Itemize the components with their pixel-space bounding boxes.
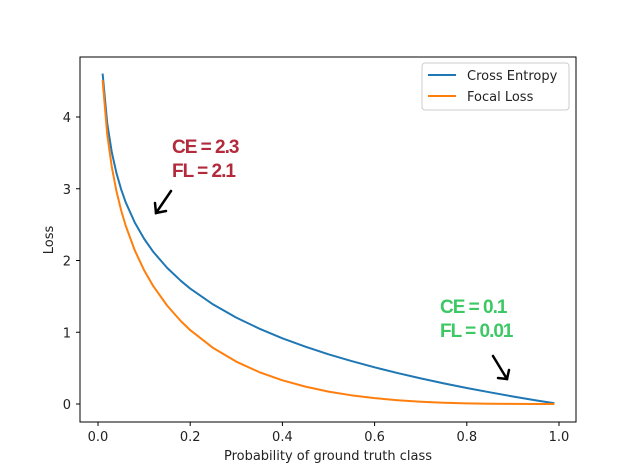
y-tick-label: 3	[63, 183, 71, 198]
legend-label-focal-loss: Focal Loss	[467, 90, 534, 105]
axes-frame	[79, 56, 577, 423]
y-axis-label: Loss	[42, 226, 57, 255]
x-tick-label: 1.0	[549, 430, 570, 445]
x-tick-label: 0.2	[180, 430, 201, 445]
legend-box	[421, 62, 570, 111]
x-axis-ticks: 0.0 0.2 0.4 0.6 0.8 1.0	[88, 422, 570, 445]
annotation-ce-value: CE = 2.3	[172, 137, 239, 158]
x-axis-label: Probability of ground truth class	[224, 449, 432, 464]
series-line-cross-entropy	[101, 73, 555, 405]
legend-label-cross-entropy: Cross Entropy	[467, 69, 558, 84]
y-tick-label: 0	[63, 398, 71, 413]
y-axis-ticks: 0 1 2 3 4	[63, 111, 80, 413]
x-tick-label: 0.4	[272, 430, 293, 445]
annotation-high-loss: CE = 2.3 FL = 2.1	[153, 137, 240, 215]
annotation-low-loss: CE = 0.1 FL = 0.01	[440, 297, 515, 381]
legend: Cross Entropy Focal Loss	[421, 62, 570, 111]
x-tick-label: 0.0	[88, 430, 109, 445]
annotation-fl-value: FL = 2.1	[172, 161, 236, 182]
annotation-ce-value: CE = 0.1	[440, 297, 508, 318]
y-tick-label: 4	[63, 111, 71, 126]
x-tick-label: 0.8	[456, 430, 477, 445]
y-tick-label: 2	[63, 255, 71, 270]
arrow-down-right-icon	[491, 354, 511, 381]
y-tick-label: 1	[63, 326, 71, 341]
plot-lines	[101, 73, 555, 405]
arrow-down-left-icon	[153, 189, 173, 215]
annotation-fl-value: FL = 0.01	[440, 321, 514, 342]
x-tick-label: 0.6	[364, 430, 385, 445]
series-line-focal-loss	[101, 80, 555, 405]
